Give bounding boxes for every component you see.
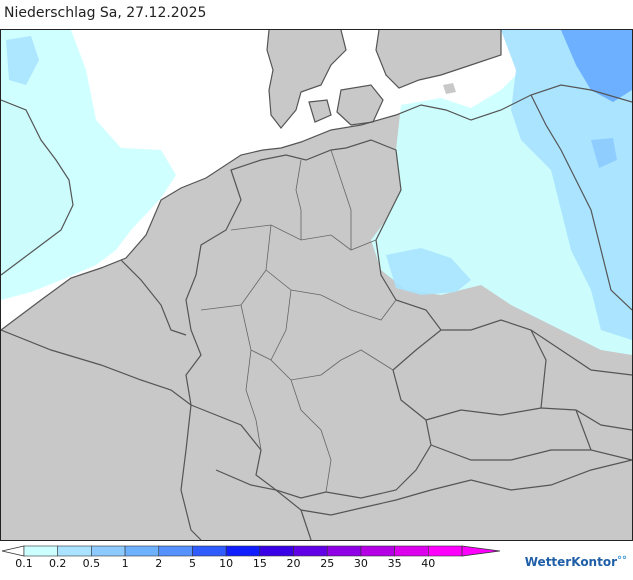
legend-tick-label: 20	[286, 557, 301, 570]
land-denmark	[267, 30, 346, 128]
legend-tick-label: 2	[155, 557, 163, 570]
legend-bar	[1, 545, 501, 557]
legend-cell	[23, 545, 58, 557]
brand-name: WetterKontor	[524, 555, 617, 569]
map-canvas	[1, 30, 632, 540]
precipitation-map[interactable]	[0, 29, 633, 541]
legend-arrow-right	[461, 545, 501, 557]
legend-cell	[225, 545, 261, 557]
legend-tick-label: 40	[421, 557, 436, 570]
legend-cell	[124, 545, 160, 557]
legend-cell	[192, 545, 227, 557]
brand-drops-icon: °°	[617, 555, 627, 566]
land-bornholm	[443, 83, 456, 94]
map-title: Niederschlag Sa, 27.12.2025	[4, 5, 207, 21]
legend-cell	[360, 545, 395, 557]
wetterkontor-logo: WetterKontor°°	[525, 555, 627, 569]
legend-tick-label: 0.5	[82, 557, 101, 570]
precip-east-heavy	[561, 30, 632, 102]
legend-cell	[293, 545, 328, 557]
legend-cell	[158, 545, 193, 557]
precipitation-legend: 0.1 0.2 0.5 1 2 5 10 15 20 25 30 35 40 WetterKontor°…	[0, 543, 633, 580]
legend-cell	[259, 545, 294, 557]
land-funen	[309, 100, 331, 122]
precip-east-heavy-2	[591, 138, 617, 168]
legend-cell	[394, 545, 429, 557]
legend-cell	[91, 545, 126, 557]
legend-tick-label: 35	[387, 557, 402, 570]
legend-tick-label: 10	[219, 557, 234, 570]
precip-saxony	[386, 248, 471, 295]
legend-tick-label: 25	[320, 557, 335, 570]
legend-tick-label: 0.2	[48, 557, 67, 570]
precip-east-medium	[501, 30, 632, 340]
precip-west	[1, 30, 176, 300]
legend-cells	[23, 545, 463, 557]
legend-tick-label: 30	[353, 557, 368, 570]
country-borders	[1, 30, 632, 540]
legend-tick-label: 0.1	[15, 557, 33, 570]
land-zealand	[337, 85, 383, 125]
precip-west-medium	[6, 36, 39, 85]
legend-cell	[326, 545, 362, 557]
legend-tick-label: 15	[252, 557, 267, 570]
legend-tick-label: 1	[121, 557, 129, 570]
legend-tick-label: 5	[188, 557, 196, 570]
legend-cell	[57, 545, 92, 557]
state-borders	[200, 149, 397, 493]
legend-cell	[428, 545, 463, 557]
legend-arrow-left	[1, 545, 25, 557]
land-sweden	[376, 30, 501, 88]
